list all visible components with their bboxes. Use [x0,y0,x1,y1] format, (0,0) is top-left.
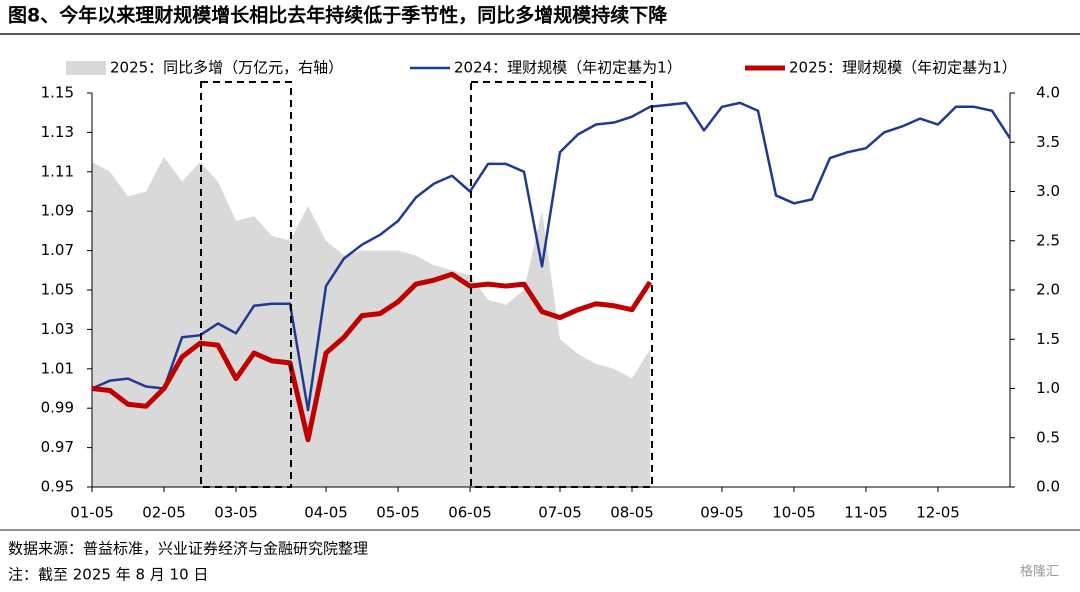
y-tick-label: 1.03 [41,320,74,338]
y2-tick-label: 3.5 [1036,133,1060,151]
x-tick-label: 10-05 [772,504,816,522]
x-tick-label: 07-05 [538,504,582,522]
source-note: 数据来源：普益标准，兴业证券经济与金融研究院整理 [8,540,368,558]
y2-tick-label: 0.0 [1036,478,1060,496]
y-tick-label: 1.01 [41,359,74,377]
x-tick-label: 01-05 [70,504,114,522]
y-tick-label: 1.09 [41,202,74,220]
watermark: 格隆汇 [1020,564,1059,580]
x-tick-label: 11-05 [844,504,888,522]
x-tick-label: 09-05 [700,504,744,522]
chart-title: 图8、今年以来理财规模增长相比去年持续低于季节性，同比多增规模持续下降 [8,4,668,27]
line [91,101,1012,412]
x-tick-label: 05-05 [376,504,420,522]
legend-label: 2024：理财规模（年初定基为1） [454,59,682,77]
y2-tick-label: 4.0 [1036,84,1060,102]
highlight-box [470,81,653,488]
x-tick-label: 04-05 [304,504,348,522]
y2-tick-label: 1.0 [1036,379,1060,397]
highlight-box [200,81,292,488]
y-tick-label: 0.97 [41,438,74,456]
line [91,271,653,443]
y-tick-label: 1.05 [41,281,74,299]
plot-area: 0.95 0.97 0.99 1.01 1.03 1.05 1.07 1.09 1.11 1.13… [41,59,1060,522]
x-tick-label: 06-05 [448,504,492,522]
y-tick-label: 1.15 [41,84,74,102]
y2-tick-label: 1.5 [1036,330,1060,348]
date-note: 注：截至 2025 年 8 月 10 日 [8,566,208,584]
y-tick-label: 1.07 [41,241,74,259]
legend-swatch [66,61,106,75]
y2-tick-label: 2.5 [1036,231,1060,249]
y-tick-label: 1.13 [41,123,74,141]
x-tick-label: 08-05 [610,504,654,522]
y2-tick-label: 3.0 [1036,182,1060,200]
area [92,157,650,487]
legend-label: 2025：理财规模（年初定基为1） [789,59,1017,77]
x-tick-label: 03-05 [214,504,258,522]
x-tick-label: 02-05 [142,504,186,522]
y-tick-label: 0.99 [41,399,74,417]
x-tick-label: 12-05 [916,504,960,522]
y-tick-label: 1.11 [41,162,74,180]
y-tick-label: 0.95 [41,478,74,496]
legend-label: 2025：同比多增（万亿元，右轴） [110,59,343,77]
y2-tick-label: 2.0 [1036,281,1060,299]
y2-tick-label: 0.5 [1036,428,1060,446]
